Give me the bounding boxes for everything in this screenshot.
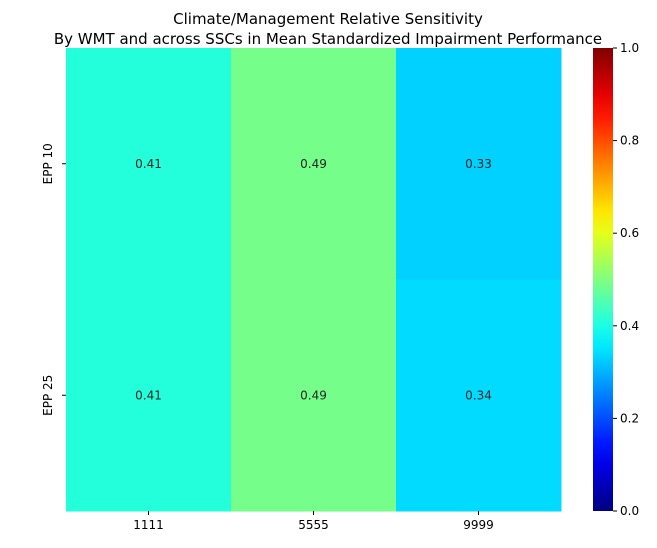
- colorbar-tick-label: 0.0: [620, 504, 639, 518]
- x-axis: 1111 5555 9999: [133, 511, 494, 532]
- x-tick-label: 1111: [133, 518, 164, 532]
- chart-title: Climate/Management Relative Sensitivity: [173, 10, 483, 28]
- heatmap-cell: [66, 48, 232, 280]
- y-tick-label: EPP 10: [41, 143, 55, 184]
- cell-value-label: 0.34: [465, 388, 492, 402]
- colorbar-gradient: [593, 48, 613, 511]
- cell-value-label: 0.33: [465, 157, 492, 171]
- chart-subtitle: By WMT and across SSCs in Mean Standardi…: [54, 30, 602, 48]
- colorbar-tick-label: 0.8: [620, 134, 639, 148]
- cell-value-label: 0.49: [300, 388, 327, 402]
- colorbar-tick-label: 0.4: [620, 319, 639, 333]
- colorbar-tick-label: 0.2: [620, 411, 639, 425]
- heatmap-cell: [396, 279, 562, 512]
- cell-value-label: 0.41: [135, 157, 162, 171]
- cell-value-label: 0.49: [300, 157, 327, 171]
- cell-value-label: 0.41: [135, 388, 162, 402]
- colorbar: 0.0 0.2 0.4 0.6 0.8 1.0: [593, 41, 639, 518]
- colorbar-tick-label: 0.6: [620, 226, 639, 240]
- heatmap-cell: [66, 279, 232, 512]
- heatmap-cells: 0.41 0.49 0.33 0.41 0.49 0.34: [66, 48, 562, 512]
- y-tick-label: EPP 25: [41, 375, 55, 416]
- x-tick-label: 5555: [298, 518, 329, 532]
- colorbar-tick-label: 1.0: [620, 41, 639, 55]
- y-axis: EPP 10 EPP 25: [41, 143, 66, 416]
- heatmap-cell: [231, 48, 397, 280]
- heatmap-cell: [396, 48, 562, 280]
- x-tick-label: 9999: [463, 518, 494, 532]
- heatmap-cell: [231, 279, 397, 512]
